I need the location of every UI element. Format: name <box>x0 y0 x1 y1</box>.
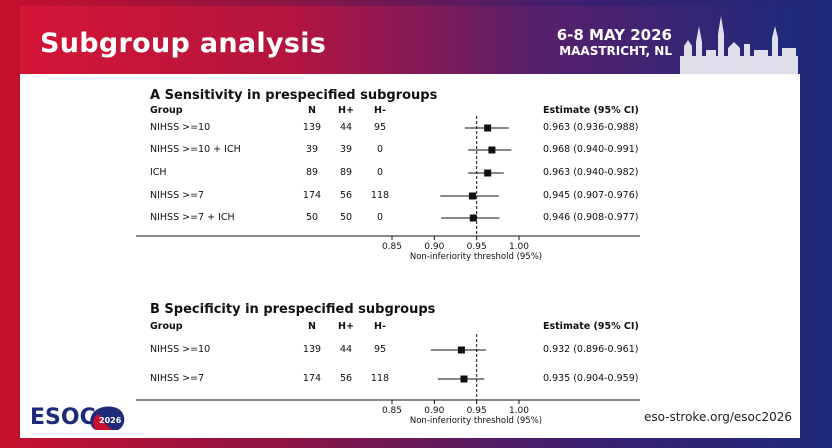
panel-b-header-group: Group <box>150 321 183 332</box>
row-hpos-value: 39 <box>339 144 353 155</box>
row-estimate-text: 0.945 (0.907-0.976) <box>543 190 639 201</box>
row-estimate-text: 0.963 (0.940-0.982) <box>543 167 639 178</box>
row-group-label: ICH <box>150 167 167 178</box>
panel-b-header-hneg: H- <box>374 321 386 332</box>
row-hpos-value: 56 <box>339 373 353 384</box>
row-n-value: 39 <box>305 144 319 155</box>
row-group-label: NIHSS >=10 <box>150 344 211 355</box>
header-banner <box>20 6 800 74</box>
event-date: 6-8 MAY 2026 <box>556 26 672 44</box>
axis-tick-label: 0.85 <box>382 406 402 416</box>
row-n-value: 139 <box>302 344 322 355</box>
estimate-marker <box>484 124 492 132</box>
slide-body <box>20 6 800 438</box>
axis-label: Non-inferiority threshold (95%) <box>410 252 542 262</box>
panel-b-header-hpos: H+ <box>338 321 354 332</box>
row-n-value: 139 <box>302 122 322 133</box>
panel-b-header-estimate: Estimate (95% CI) <box>543 321 639 332</box>
axis-tick-label: 0.95 <box>467 242 487 252</box>
row-n-value: 89 <box>305 167 319 178</box>
row-group-label: NIHSS >=7 <box>150 373 205 384</box>
row-hneg-value: 95 <box>373 122 387 133</box>
estimate-marker <box>484 169 492 177</box>
slide-title: Subgroup analysis <box>40 28 327 59</box>
row-group-label: NIHSS >=10 <box>150 122 211 133</box>
panel-a-title: A Sensitivity in prespecified subgroups <box>150 88 438 103</box>
row-estimate-text: 0.946 (0.908-0.977) <box>543 212 639 223</box>
logo-text: ESOC <box>30 405 96 430</box>
row-hneg-value: 118 <box>370 190 390 201</box>
row-hneg-value: 0 <box>376 144 384 155</box>
row-hpos-value: 44 <box>339 344 353 355</box>
row-group-label: NIHSS >=7 <box>150 190 205 201</box>
axis-tick-label: 0.85 <box>382 242 402 252</box>
panel-b-header-n: N <box>308 321 316 332</box>
esoc-logo: ESOC 2026 <box>30 405 125 430</box>
footer-url[interactable]: eso-stroke.org/esoc2026 <box>643 410 792 424</box>
axis-tick-label: 1.00 <box>509 242 529 252</box>
estimate-marker <box>469 214 477 222</box>
row-hpos-value: 50 <box>339 212 353 223</box>
panel-a-header-n: N <box>308 105 316 116</box>
row-estimate-text: 0.935 (0.904-0.959) <box>543 373 639 384</box>
estimate-marker <box>457 346 465 354</box>
row-hpos-value: 89 <box>339 167 353 178</box>
axis-tick-label: 0.90 <box>424 406 444 416</box>
city-skyline-icon <box>680 16 798 74</box>
row-n-value: 174 <box>302 190 322 201</box>
panel-a-header-hneg: H- <box>374 105 386 116</box>
estimate-marker <box>468 192 476 200</box>
estimate-marker <box>488 146 496 154</box>
panel-a-header-estimate: Estimate (95% CI) <box>543 105 639 116</box>
row-hneg-value: 118 <box>370 373 390 384</box>
row-hneg-value: 0 <box>376 212 384 223</box>
axis-tick-label: 1.00 <box>509 406 529 416</box>
row-hneg-value: 0 <box>376 167 384 178</box>
event-place: MAASTRICHT, NL <box>559 44 672 58</box>
axis-label: Non-inferiority threshold (95%) <box>410 416 542 426</box>
row-estimate-text: 0.968 (0.940-0.991) <box>543 144 639 155</box>
row-estimate-text: 0.932 (0.896-0.961) <box>543 344 639 355</box>
logo-year: 2026 <box>99 416 122 425</box>
row-hpos-value: 44 <box>339 122 353 133</box>
row-hneg-value: 95 <box>373 344 387 355</box>
row-estimate-text: 0.963 (0.936-0.988) <box>543 122 639 133</box>
panel-b-title: B Specificity in prespecified subgroups <box>150 302 436 317</box>
panel-a-header-group: Group <box>150 105 183 116</box>
panel-a-header-hpos: H+ <box>338 105 354 116</box>
estimate-marker <box>460 375 468 383</box>
row-group-label: NIHSS >=7 + ICH <box>150 212 235 223</box>
axis-tick-label: 0.90 <box>424 242 444 252</box>
row-group-label: NIHSS >=10 + ICH <box>150 144 241 155</box>
row-hpos-value: 56 <box>339 190 353 201</box>
row-n-value: 174 <box>302 373 322 384</box>
axis-tick-label: 0.95 <box>467 406 487 416</box>
row-n-value: 50 <box>305 212 319 223</box>
